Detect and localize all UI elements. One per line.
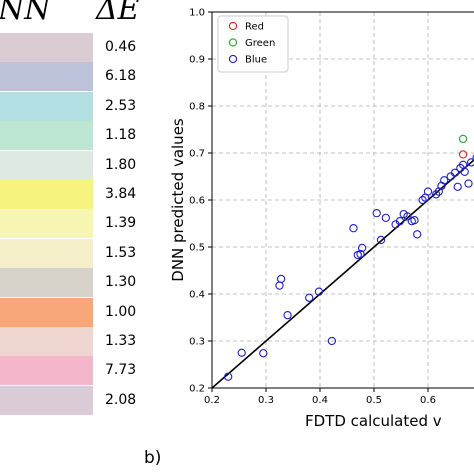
color-swatch	[0, 209, 93, 239]
color-swatch	[0, 385, 93, 415]
reference-line	[212, 158, 474, 388]
blue-data-point	[381, 213, 391, 223]
color-swatch	[0, 150, 93, 180]
color-swatch	[0, 297, 93, 327]
x-tick-label: 0.3	[258, 395, 274, 406]
blue-data-point	[376, 235, 386, 245]
blue-data-point	[283, 310, 292, 320]
blue-data-point	[431, 190, 441, 199]
y-tick-label: 0.9	[189, 55, 205, 66]
y-tick-label: 0.4	[189, 290, 205, 301]
x-tick-label: 0.6	[420, 395, 436, 406]
y-tick-label: 0.8	[189, 102, 205, 113]
y-tick-label: 0.3	[189, 337, 205, 348]
color-swatch	[0, 238, 93, 268]
blue-data-point	[460, 167, 469, 176]
blue-data-point	[450, 168, 460, 177]
delta-e-value: 2.08	[105, 391, 137, 408]
color-swatch	[0, 33, 93, 62]
blue-data-point	[413, 230, 422, 239]
blue-data-point	[403, 212, 412, 221]
color-swatch	[0, 62, 93, 92]
blue-data-point	[395, 216, 405, 226]
legend-label: Red	[245, 22, 264, 33]
x-axis-label: FDTD calculated v	[305, 412, 442, 430]
blue-data-point	[349, 224, 358, 233]
delta-e-value: 1.30	[105, 274, 137, 291]
color-swatch	[0, 180, 93, 209]
panel-label: b)	[144, 448, 162, 468]
blue-data-point	[327, 336, 337, 346]
delta-e-value: 2.53	[105, 97, 137, 114]
green-legend-marker	[228, 38, 238, 47]
delta-e-table: NN ΔE 0.46 6.18 2.53 1.18 1.80 3.84 1.39 1.53 1.…	[0, 0, 165, 474]
y-axis-label: DNN predicted values	[169, 118, 187, 282]
blue-data-point	[472, 154, 474, 161]
delta-e-value: 3.84	[105, 186, 137, 202]
color-swatch	[0, 91, 93, 121]
delta-e-value: 6.18	[105, 68, 137, 85]
legend: Red Green Blue	[217, 15, 289, 73]
blue-data-point	[224, 372, 233, 381]
y-tick-label: 0.7	[189, 149, 205, 160]
delta-e-value: 1.53	[105, 244, 137, 261]
y-tick-label: 0.2	[189, 384, 205, 395]
x-tick-label: 0.2	[204, 395, 220, 406]
delta-e-column-header: ΔE	[96, 0, 140, 27]
blue-data-point	[464, 179, 473, 188]
red-legend-marker	[228, 21, 238, 31]
delta-e-value: 7.73	[105, 362, 137, 379]
blue-data-point	[372, 209, 381, 218]
color-swatch	[0, 356, 93, 386]
green-data-point	[458, 134, 468, 144]
delta-e-value: 1.80	[105, 156, 137, 173]
blue-data-point	[418, 195, 427, 205]
plot-frame	[211, 11, 474, 389]
blue-data-point	[276, 274, 286, 284]
blue-data-point	[423, 187, 433, 196]
delta-e-value: 1.00	[105, 303, 137, 320]
color-swatch	[0, 268, 93, 298]
blue-data-point	[410, 216, 419, 225]
delta-e-value: 0.46	[105, 39, 137, 55]
blue-data-point	[305, 293, 314, 302]
blue-data-point	[314, 287, 324, 296]
blue-data-point	[259, 349, 268, 358]
blue-data-point	[357, 243, 367, 253]
blue-data-point	[467, 158, 474, 167]
y-tick-label: 0.6	[189, 196, 205, 207]
blue-data-point	[356, 249, 365, 259]
delta-e-value: 1.18	[105, 127, 137, 144]
color-swatch	[0, 327, 93, 356]
blue-legend-marker	[228, 54, 238, 64]
delta-e-value: 1.33	[105, 333, 137, 349]
color-swatch	[0, 121, 93, 151]
blue-data-point	[453, 182, 462, 191]
delta-e-value: 1.39	[105, 215, 137, 232]
legend-label: Blue	[245, 55, 267, 66]
nn-column-header: NN	[0, 0, 51, 27]
red-data-point	[458, 150, 468, 159]
blue-data-point	[237, 348, 246, 357]
blue-data-point	[440, 176, 449, 185]
y-tick-label: 1.0	[189, 8, 205, 19]
blue-data-point	[446, 172, 455, 181]
x-tick-label: 0.4	[312, 395, 328, 406]
x-tick-label: 0.5	[366, 395, 382, 406]
y-tick-label: 0.5	[189, 243, 205, 254]
blue-data-point	[275, 281, 284, 290]
legend-label: Green	[245, 38, 275, 49]
legend-box	[217, 15, 289, 73]
